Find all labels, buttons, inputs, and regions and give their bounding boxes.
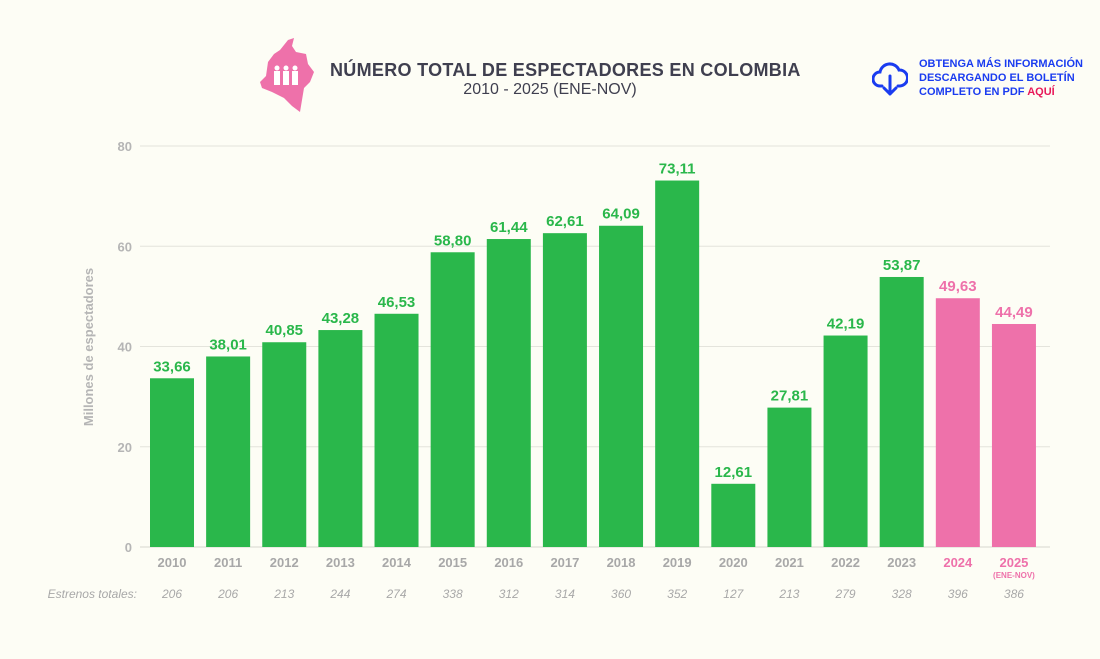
estrenos-value: 338 <box>443 587 463 601</box>
x-tick-label: 2023 <box>887 555 916 570</box>
estrenos-value: 206 <box>161 587 182 601</box>
x-tick-label: 2020 <box>719 555 748 570</box>
x-tick-note: (ENE-NOV) <box>993 571 1035 580</box>
bar-2023 <box>879 276 924 547</box>
x-tick-label: 2015 <box>438 555 467 570</box>
x-tick-label: 2012 <box>270 555 299 570</box>
value-label: 38,01 <box>209 336 247 353</box>
bar-2013 <box>318 330 363 547</box>
bar-2011 <box>206 356 251 547</box>
estrenos-value: 213 <box>778 587 799 601</box>
download-info-link[interactable]: OBTENGA MÁS INFORMACIÓN DESCARGANDO EL B… <box>919 57 1083 99</box>
info-line-3: COMPLETO EN PDF <box>919 86 1025 98</box>
value-label: 12,61 <box>715 464 753 481</box>
estrenos-value: 244 <box>329 587 350 601</box>
estrenos-value: 279 <box>835 587 856 601</box>
y-tick-label: 60 <box>118 239 132 254</box>
bar-2025 <box>991 323 1036 547</box>
chart-title: NÚMERO TOTAL DE ESPECTADORES EN COLOMBIA <box>330 60 801 80</box>
x-tick-label: 2017 <box>550 555 579 570</box>
x-tick-label: 2018 <box>607 555 636 570</box>
colombia-map-people-icon <box>258 38 316 119</box>
value-label: 46,53 <box>378 294 416 311</box>
value-label: 49,63 <box>939 278 977 295</box>
bar-2016 <box>486 239 531 548</box>
bar-2022 <box>823 335 868 547</box>
y-tick-label: 80 <box>118 139 132 154</box>
bar-2024 <box>935 298 980 547</box>
value-label: 53,87 <box>883 257 921 274</box>
info-line-2: DESCARGANDO EL BOLETÍN <box>919 72 1075 84</box>
value-label: 44,49 <box>995 304 1033 321</box>
estrenos-value: 213 <box>273 587 294 601</box>
estrenos-value: 352 <box>667 587 687 601</box>
estrenos-label: Estrenos totales: <box>48 587 137 601</box>
x-tick-label: 2011 <box>214 555 242 570</box>
value-label: 40,85 <box>265 322 303 339</box>
estrenos-value: 312 <box>499 587 519 601</box>
bar-2021 <box>767 407 812 547</box>
value-label: 62,61 <box>546 213 584 230</box>
chart-subtitle: 2010 - 2025 (ENE-NOV) <box>463 81 637 98</box>
value-label: 42,19 <box>827 316 865 333</box>
estrenos-value: 328 <box>892 587 912 601</box>
estrenos-value: 360 <box>611 587 631 601</box>
estrenos-value: 274 <box>386 587 407 601</box>
bar-2014 <box>374 313 419 547</box>
cloud-download-icon[interactable] <box>871 60 909 103</box>
bar-2017 <box>542 233 587 548</box>
x-tick-label: 2014 <box>382 555 412 570</box>
estrenos-value: 386 <box>1004 587 1024 601</box>
estrenos-value: 396 <box>948 587 968 601</box>
y-tick-label: 0 <box>125 540 132 555</box>
x-tick-label: 2022 <box>831 555 860 570</box>
bar-2015 <box>430 252 475 547</box>
x-tick-label: 2016 <box>494 555 523 570</box>
value-label: 43,28 <box>322 310 360 327</box>
aqui-link[interactable]: AQUÍ <box>1027 86 1055 98</box>
value-label: 58,80 <box>434 232 472 249</box>
bar-2018 <box>599 225 644 547</box>
x-tick-label: 2019 <box>663 555 692 570</box>
bar-2010 <box>150 378 194 547</box>
bar-2012 <box>262 342 307 547</box>
y-tick-label: 20 <box>118 440 132 455</box>
y-tick-label: 40 <box>118 340 132 355</box>
value-label: 27,81 <box>771 388 809 405</box>
value-label: 73,11 <box>659 161 696 178</box>
value-label: 33,66 <box>153 358 191 375</box>
bar-2019 <box>655 180 700 547</box>
estrenos-value: 206 <box>217 587 238 601</box>
x-tick-label: 2025 <box>999 555 1028 570</box>
estrenos-value: 314 <box>555 587 575 601</box>
estrenos-value: 127 <box>723 587 744 601</box>
x-tick-label: 2021 <box>775 555 804 570</box>
y-axis-label: Millones de espectadores <box>81 268 96 426</box>
x-tick-label: 2013 <box>326 555 355 570</box>
info-line-1: OBTENGA MÁS INFORMACIÓN <box>919 58 1083 70</box>
value-label: 64,09 <box>602 206 640 223</box>
value-label: 61,44 <box>490 219 528 236</box>
x-tick-label: 2024 <box>943 555 973 570</box>
x-tick-label: 2010 <box>158 555 187 570</box>
bar-2020 <box>711 483 756 547</box>
